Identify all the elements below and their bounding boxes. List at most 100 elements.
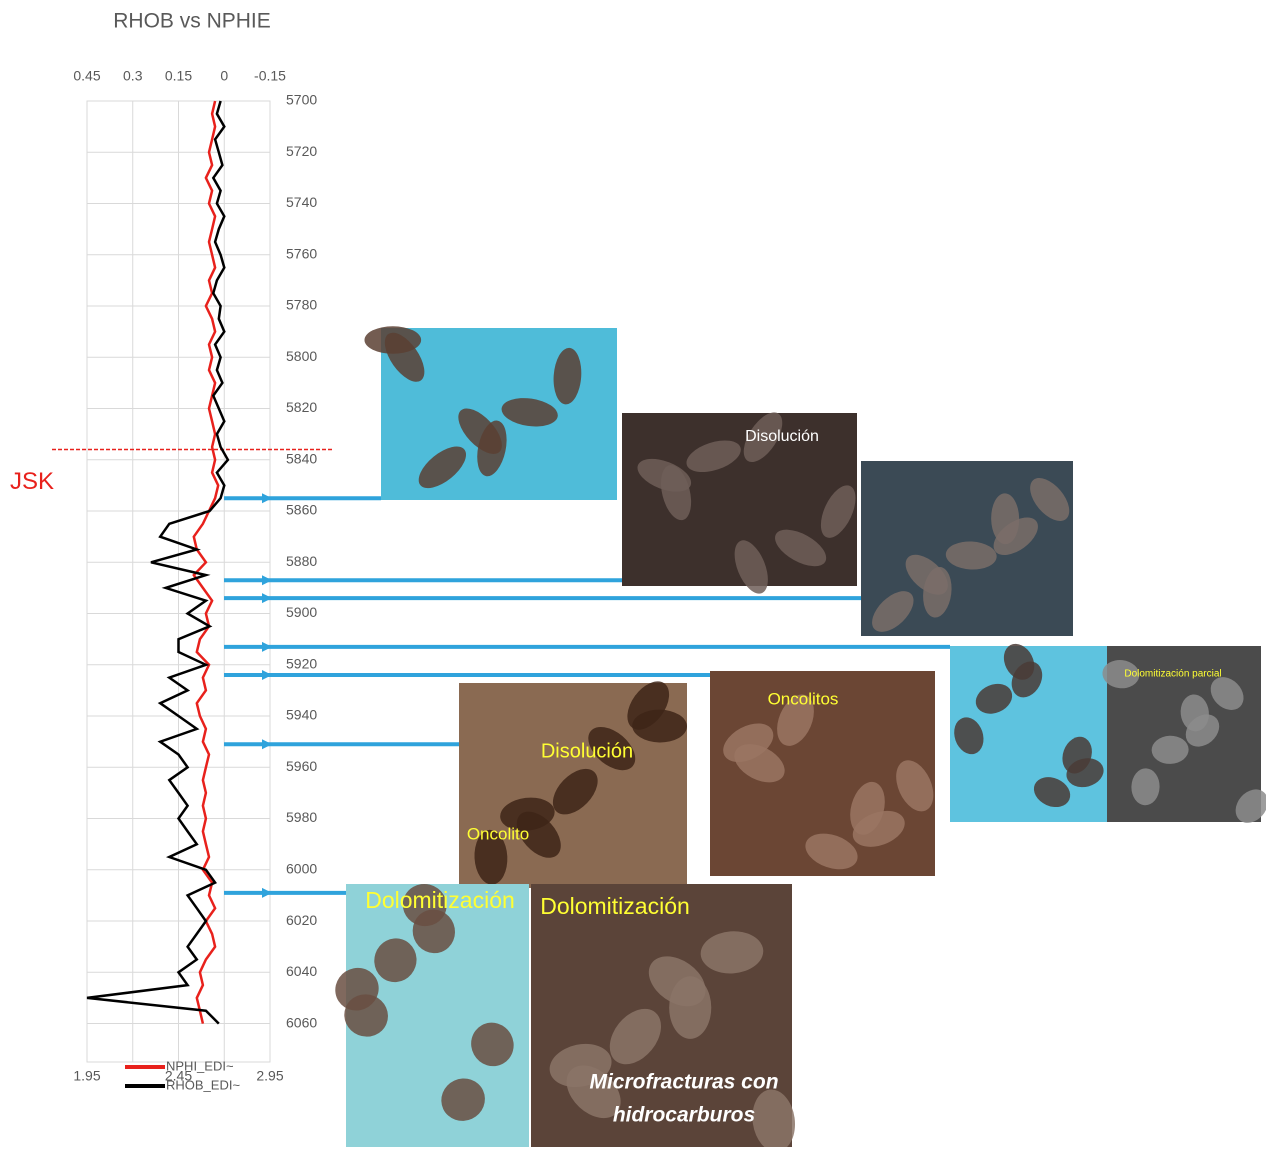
grain	[775, 529, 827, 567]
grain	[552, 768, 598, 815]
x2-tick-label: 2.45	[165, 1068, 192, 1084]
y-tick-label: 5920	[286, 655, 317, 671]
y-tick-label: 5980	[286, 809, 317, 825]
y-tick-label: 5700	[286, 92, 317, 108]
y-tick-label: 6060	[286, 1014, 317, 1030]
grain	[805, 833, 858, 870]
photo-label: hidrocarburos	[613, 1104, 755, 1127]
grain	[954, 717, 984, 755]
grain	[1011, 661, 1043, 698]
x-tick-label: 0.45	[73, 68, 100, 84]
grain	[588, 726, 636, 771]
sample-arrow-head	[262, 641, 272, 652]
y-tick-label: 5880	[286, 553, 317, 569]
grain	[566, 1065, 621, 1119]
photo-panel	[950, 643, 1107, 822]
photo-label: Oncolito	[467, 824, 529, 843]
grain	[700, 931, 764, 974]
photo-panel	[459, 681, 687, 888]
photo-panel	[861, 461, 1073, 636]
grain	[1185, 714, 1220, 747]
grain	[374, 938, 417, 983]
y-tick-label: 5840	[286, 450, 317, 466]
y-tick-label: 6040	[286, 963, 317, 979]
photo-label: Microfracturas con	[589, 1071, 778, 1094]
grain	[945, 541, 997, 570]
sample-arrow-head	[262, 670, 272, 681]
chart-title: RHOB vs NPHIE	[113, 10, 271, 33]
grain	[412, 909, 456, 954]
legend-label: NPHI_EDI~	[166, 1058, 234, 1073]
formation-top-label: JSK	[10, 468, 54, 495]
grain	[344, 994, 388, 1037]
x-tick-label: 0.3	[123, 68, 143, 84]
grain	[820, 485, 856, 538]
grain	[1210, 677, 1244, 710]
grain	[852, 810, 905, 847]
grain	[441, 1078, 485, 1121]
grain	[1033, 777, 1071, 808]
photo-panel	[335, 883, 529, 1147]
grain	[734, 540, 768, 594]
x-tick-label: 0.15	[165, 68, 192, 84]
photo-label: Oncolitos	[768, 689, 839, 708]
sample-arrow-head	[262, 575, 272, 586]
y-tick-label: 5900	[286, 604, 317, 620]
grain	[632, 709, 687, 743]
y-tick-label: 5800	[286, 348, 317, 364]
sample-arrow-head	[262, 593, 272, 604]
x2-tick-label: 2.95	[256, 1068, 283, 1084]
grain	[1102, 660, 1140, 689]
grain	[660, 465, 692, 521]
photo-panel	[710, 671, 935, 876]
y-tick-label: 6020	[286, 912, 317, 928]
y-tick-label: 5720	[286, 143, 317, 159]
grain	[896, 760, 934, 812]
sample-arrow-head	[262, 887, 272, 898]
y-tick-label: 5780	[286, 297, 317, 313]
photo-label: Dolomitización	[365, 887, 515, 913]
grain	[609, 1008, 662, 1065]
sample-arrow-head	[262, 493, 272, 504]
log-curve	[86, 100, 230, 1025]
grain	[993, 517, 1038, 556]
y-tick-label: 6000	[286, 861, 317, 877]
grain	[474, 829, 508, 885]
x-tick-label: -0.15	[254, 68, 286, 84]
grain	[418, 446, 467, 489]
grain	[752, 1089, 796, 1152]
y-tick-label: 5860	[286, 502, 317, 518]
grain	[516, 811, 561, 858]
grain	[477, 420, 507, 477]
x-tick-label: 0	[220, 68, 228, 84]
grain	[1030, 478, 1070, 521]
grain	[1066, 758, 1104, 788]
grain	[975, 683, 1013, 714]
grain	[734, 744, 785, 783]
grain	[743, 412, 783, 463]
grain	[1131, 768, 1160, 806]
photo-label: Disolución	[745, 428, 819, 445]
grain	[471, 1022, 514, 1067]
y-tick-label: 5960	[286, 758, 317, 774]
photo-panel	[622, 412, 857, 594]
grain	[686, 440, 741, 473]
grain	[1151, 735, 1189, 764]
grain	[501, 398, 558, 427]
grain	[1235, 789, 1266, 823]
photo-label: Disolución	[541, 740, 633, 762]
photo-label: Dolomitización parcial	[1124, 669, 1221, 680]
y-tick-label: 5820	[286, 399, 317, 415]
y-tick-label: 5760	[286, 245, 317, 261]
sample-arrow-head	[262, 739, 272, 750]
photo-panel	[531, 884, 796, 1152]
legend-label: RHOB_EDI~	[166, 1077, 240, 1092]
photo-label: Dolomitización	[540, 893, 690, 919]
x2-tick-label: 1.95	[73, 1068, 100, 1084]
photo-panel	[1102, 646, 1266, 823]
y-tick-label: 5740	[286, 194, 317, 210]
grain	[384, 332, 425, 382]
photo	[531, 884, 792, 1147]
photo-panel	[364, 326, 617, 500]
